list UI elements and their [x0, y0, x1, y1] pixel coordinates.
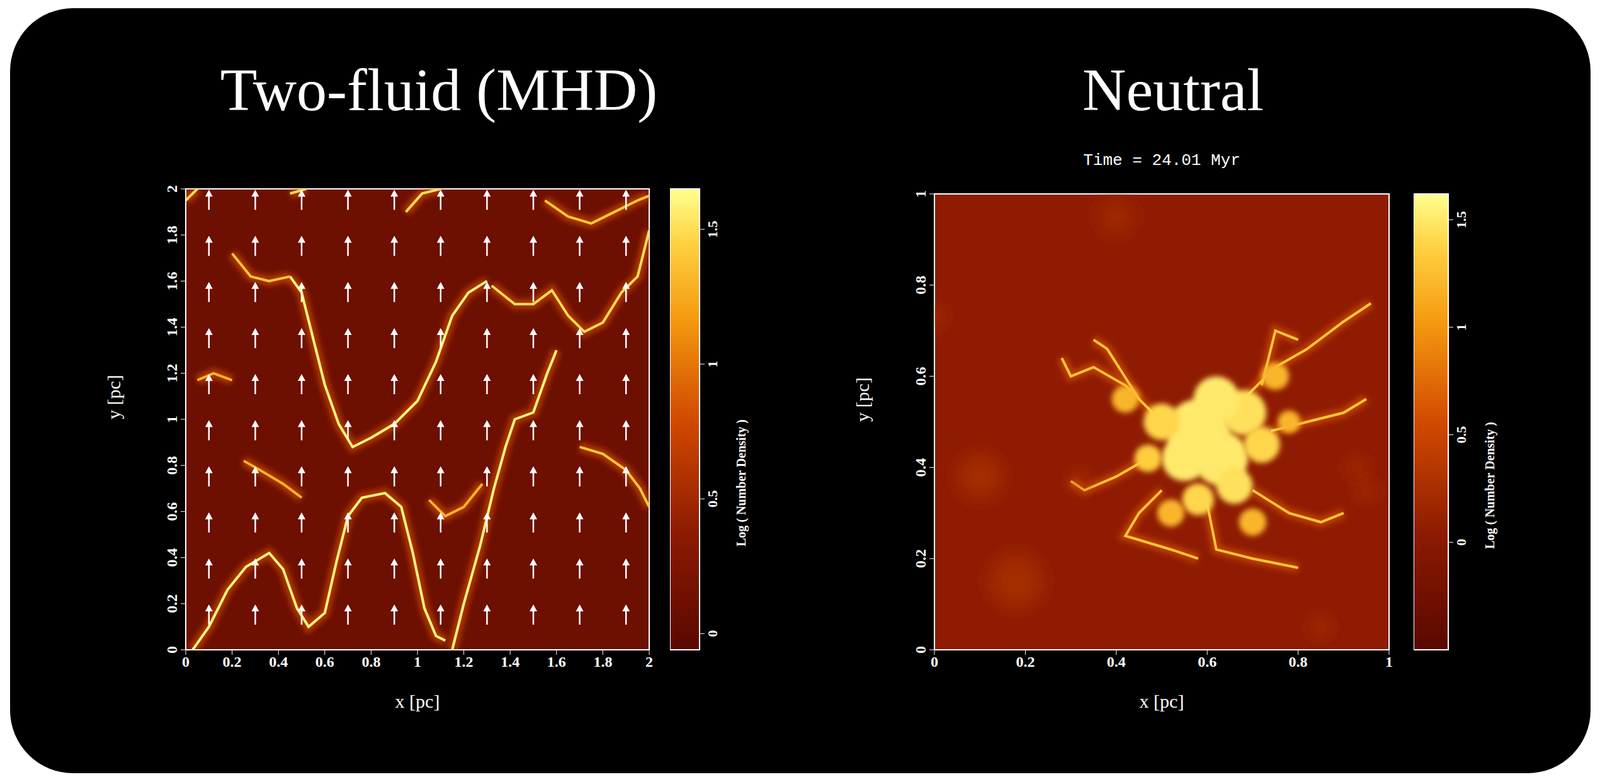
- html-text:Two-fluid (MHD): Two-fluid (MHD): [220, 56, 658, 124]
- svg-text:0: 0: [930, 653, 939, 670]
- svg-text:1: 1: [163, 415, 181, 424]
- svg-text:1.5: 1.5: [1453, 210, 1470, 229]
- svg-text:0: 0: [1453, 539, 1470, 546]
- svg-text:0.4: 0.4: [268, 653, 288, 670]
- svg-text:0.4: 0.4: [912, 457, 929, 477]
- svg-text:0: 0: [163, 646, 181, 654]
- svg-text:Log ( Number Density ): Log ( Number Density ): [734, 419, 749, 547]
- svg-text:0.6: 0.6: [163, 501, 181, 521]
- svg-text:0: 0: [181, 653, 190, 670]
- svg-text:0.6: 0.6: [315, 653, 335, 670]
- svg-text:0.2: 0.2: [912, 549, 929, 568]
- svg-text:0.4: 0.4: [1106, 653, 1126, 670]
- svg-text:1.5: 1.5: [704, 220, 721, 239]
- svg-text:1.2: 1.2: [163, 363, 181, 383]
- svg-text:1.8: 1.8: [593, 653, 613, 670]
- svg-text:1: 1: [912, 190, 929, 198]
- html-text:Time = 24.01 Myr: Time = 24.01 Myr: [1083, 151, 1241, 171]
- svg-text:0.2: 0.2: [1015, 653, 1035, 670]
- svg-text:Log ( Number Density ): Log ( Number Density ): [1482, 421, 1498, 550]
- svg-text:0: 0: [912, 646, 929, 654]
- svg-text:1.4: 1.4: [500, 653, 520, 670]
- svg-text:1.8: 1.8: [163, 225, 181, 245]
- html-text:Neutral: Neutral: [1082, 56, 1264, 124]
- svg-text:1: 1: [1385, 653, 1393, 670]
- svg-text:0: 0: [704, 630, 721, 638]
- svg-text:0.5: 0.5: [704, 490, 721, 509]
- svg-text:0.5: 0.5: [1453, 426, 1470, 444]
- svg-text:0.2: 0.2: [222, 653, 242, 670]
- svg-text:0.8: 0.8: [163, 455, 181, 475]
- svg-text:0.8: 0.8: [1288, 653, 1308, 670]
- svg-text:x [pc]: x [pc]: [1139, 690, 1185, 712]
- svg-text:2: 2: [163, 185, 181, 193]
- svg-text:y [pc]: y [pc]: [103, 374, 125, 420]
- svg-text:1.4: 1.4: [163, 317, 181, 337]
- svg-text:0.8: 0.8: [361, 653, 381, 670]
- svg-text:1.2: 1.2: [454, 653, 474, 670]
- svg-text:1: 1: [704, 360, 721, 368]
- svg-text:0.6: 0.6: [1197, 653, 1217, 670]
- svg-text:y [pc]: y [pc]: [851, 377, 873, 422]
- svg-text:0.6: 0.6: [912, 367, 929, 386]
- svg-text:1: 1: [1453, 323, 1470, 331]
- svg-text:1.6: 1.6: [547, 653, 567, 670]
- svg-text:0.8: 0.8: [912, 275, 929, 295]
- svg-text:2: 2: [645, 653, 653, 670]
- svg-text:x [pc]: x [pc]: [395, 690, 441, 712]
- svg-text:0.4: 0.4: [163, 548, 181, 568]
- svg-text:0.2: 0.2: [163, 594, 181, 614]
- svg-text:1.6: 1.6: [163, 271, 181, 291]
- svg-text:1: 1: [413, 653, 422, 670]
